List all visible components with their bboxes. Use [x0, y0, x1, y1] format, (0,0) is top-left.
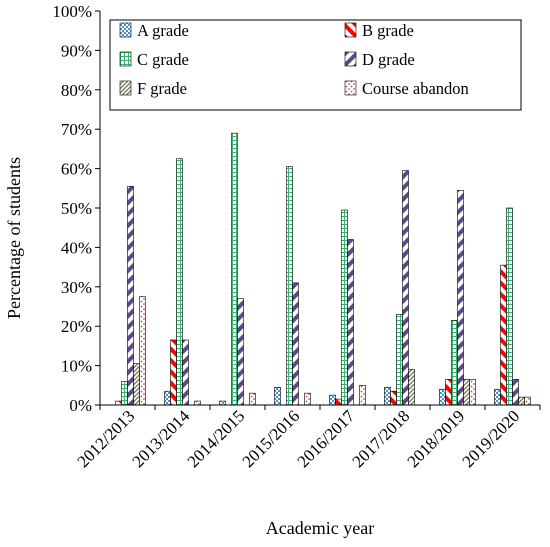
bar-c-grade-2015-2016	[286, 166, 293, 406]
y-tick-label: 80%	[61, 81, 92, 100]
bars-layer	[115, 132, 531, 406]
bar-course-abandon-2019-2020	[524, 396, 531, 406]
legend-swatch-d-grade	[344, 51, 357, 67]
y-axis-title: Percentage of students	[4, 157, 24, 319]
bar-b-grade-2012-2013	[115, 400, 122, 406]
bar-b-grade-2013-2014	[170, 339, 177, 406]
bar-d-grade-2019-2020	[512, 379, 519, 406]
x-axis-title: Academic year	[266, 518, 374, 538]
bar-c-grade-2017-2018	[396, 314, 403, 406]
bar-c-grade-2016-2017	[341, 209, 348, 406]
legend-swatch-f-grade	[119, 80, 132, 96]
x-tick-label: 2018/2019	[403, 406, 468, 471]
x-tick-label: 2017/2018	[348, 406, 413, 471]
bar-course-abandon-2013-2014	[194, 400, 201, 406]
bar-d-grade-2018-2019	[457, 189, 464, 406]
bar-course-abandon-2012-2013	[139, 296, 146, 406]
y-tick-label: 0%	[69, 396, 92, 415]
bar-f-grade-2012-2013	[133, 363, 140, 406]
bar-a-grade-2019-2020	[494, 388, 501, 406]
bar-course-abandon-2014-2015	[249, 392, 256, 406]
legend-label-b-grade: B grade	[362, 21, 414, 40]
bar-b-grade-2016-2017	[335, 398, 342, 406]
bar-f-grade-2017-2018	[408, 369, 415, 406]
y-tick-label: 100%	[52, 2, 92, 21]
legend-label-course-abandon: Course abandon	[362, 79, 469, 98]
bar-course-abandon-2018-2019	[469, 379, 476, 406]
bar-c-grade-2018-2019	[451, 319, 458, 406]
bar-b-grade-2017-2018	[390, 390, 397, 406]
x-tick-label: 2012/2013	[73, 406, 138, 471]
legend-swatch-course-abandon	[344, 80, 357, 96]
y-tick-label: 30%	[61, 278, 92, 297]
legend-label-d-grade: D grade	[362, 50, 415, 69]
bar-d-grade-2016-2017	[347, 239, 354, 406]
y-tick-label: 50%	[61, 199, 92, 218]
x-tick-label: 2013/2014	[128, 406, 193, 471]
y-tick-label: 60%	[61, 160, 92, 179]
y-tick-label: 90%	[61, 41, 92, 60]
y-tick-label: 20%	[61, 317, 92, 336]
legend: A grade B grade C grade D grade F grade Cours…	[119, 21, 469, 98]
bar-b-grade-2018-2019	[445, 379, 452, 406]
bar-course-abandon-2015-2016	[304, 392, 311, 406]
bar-d-grade-2015-2016	[292, 282, 299, 406]
bar-d-grade-2012-2013	[127, 186, 134, 406]
y-tick-label: 40%	[61, 238, 92, 257]
bar-c-grade-2013-2014	[176, 158, 183, 406]
legend-label-a-grade: A grade	[137, 21, 189, 40]
bar-f-grade-2018-2019	[463, 379, 470, 406]
bar-c-grade-2014-2015	[231, 132, 238, 406]
legend-box	[109, 19, 522, 111]
x-tick-label: 2016/2017	[293, 406, 358, 471]
bar-course-abandon-2016-2017	[359, 384, 366, 406]
x-tick-label: 2014/2015	[183, 406, 248, 471]
bar-d-grade-2017-2018	[402, 170, 409, 406]
y-axis: 0% 10% 20% 30% 40% 50% 60% 70% 80% 90% 100%	[52, 2, 101, 415]
bar-d-grade-2013-2014	[182, 339, 189, 406]
x-tick-label: 2019/2020	[458, 406, 523, 471]
legend-swatch-b-grade	[344, 22, 357, 38]
legend-label-f-grade: F grade	[137, 79, 187, 98]
bar-f-grade-2019-2020	[518, 396, 525, 406]
legend-swatch-a-grade	[119, 22, 132, 38]
bar-b-grade-2019-2020	[500, 264, 507, 406]
bar-c-grade-2012-2013	[121, 381, 128, 406]
bar-a-grade-2018-2019	[439, 388, 446, 406]
legend-label-c-grade: C grade	[137, 50, 189, 69]
bar-a-grade-2015-2016	[274, 386, 281, 406]
bar-a-grade-2017-2018	[384, 386, 391, 406]
bar-c-grade-2019-2020	[506, 207, 513, 406]
legend-swatch-c-grade	[119, 51, 132, 67]
x-axis: 2012/20132013/20142014/20152015/20162016…	[73, 404, 541, 471]
bar-d-grade-2014-2015	[237, 298, 244, 406]
y-tick-label: 70%	[61, 120, 92, 139]
bar-a-grade-2016-2017	[329, 394, 336, 406]
x-tick-label: 2015/2016	[238, 406, 303, 471]
bar-a-grade-2014-2015	[219, 400, 226, 406]
bar-a-grade-2013-2014	[164, 390, 171, 406]
y-tick-label: 10%	[61, 357, 92, 376]
